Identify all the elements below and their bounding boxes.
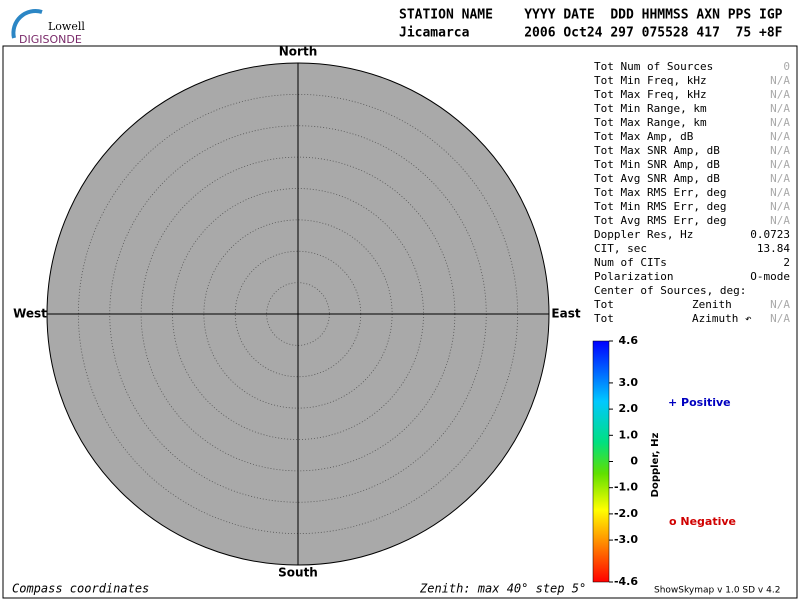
logo-swoosh xyxy=(11,9,43,39)
stat-label: Tot Num of Sources xyxy=(594,60,713,73)
positive-legend: + Positive xyxy=(668,396,731,409)
stat-value: N/A xyxy=(770,186,790,199)
stat-label: Tot Min RMS Err, deg xyxy=(594,200,726,213)
frame xyxy=(2,45,798,599)
stat-value: O-mode xyxy=(750,270,790,283)
stat-value: N/A xyxy=(770,102,790,115)
stat-label: Doppler Res, Hz xyxy=(594,228,693,241)
west-label: West xyxy=(13,307,47,321)
stat-label: Tot Avg RMS Err, deg xyxy=(594,214,726,227)
stat-value: N/A xyxy=(770,144,790,157)
stat-label: Tot Avg SNR Amp, dB xyxy=(594,172,720,185)
skymap xyxy=(46,62,550,566)
stat-value: N/A xyxy=(770,130,790,143)
colorbar-tick-label: -4.6 xyxy=(614,575,638,588)
header-line: Jicamarca 2006 Oct24 297 075528 417 75 +… xyxy=(399,26,783,41)
stat-label: Tot xyxy=(594,298,614,311)
east-label: East xyxy=(551,307,580,321)
south-label: South xyxy=(278,566,318,580)
colorbar-tick-label: 3.0 xyxy=(619,376,639,389)
colorbar-tick-label: 4.6 xyxy=(619,334,639,347)
stat-value: N/A xyxy=(770,158,790,171)
stat-label: Tot Min Freq, kHz xyxy=(594,74,707,87)
stat-value: N/A xyxy=(770,172,790,185)
stat-value: 2 xyxy=(783,256,790,269)
stat-value: N/A xyxy=(770,298,790,311)
stat-label: Center of Sources, deg: xyxy=(594,284,746,297)
stat-value: 0 xyxy=(783,60,790,73)
stat-value: N/A xyxy=(770,74,790,87)
stat-value: N/A xyxy=(770,200,790,213)
stat-value: 0.0723 xyxy=(750,228,790,241)
footer-middle: Zenith: max 40° step 5° xyxy=(419,582,586,596)
colorbar-label: Doppler, Hz xyxy=(650,433,661,498)
stat-label: Tot Max RMS Err, deg xyxy=(594,186,726,199)
footer-right: ShowSkymap v 1.0 SD v 4.2 xyxy=(654,586,780,596)
colorbar-tick-label: 0 xyxy=(630,455,638,468)
north-label: North xyxy=(279,45,317,59)
stat-value: N/A xyxy=(770,214,790,227)
stat-value: N/A xyxy=(770,88,790,101)
colorbar xyxy=(592,340,610,583)
stat-label: Num of CITs xyxy=(594,256,667,269)
logo-top: Lowell xyxy=(48,20,85,33)
colorbar-tick-label: 1.0 xyxy=(619,428,639,441)
stat-label: Tot Min SNR Amp, dB xyxy=(594,158,720,171)
stat-label: Polarization xyxy=(594,270,673,283)
stat-label: Tot xyxy=(594,312,614,325)
stat-label: Tot Max Range, km xyxy=(594,116,707,129)
negative-legend: o Negative xyxy=(669,515,736,528)
colorbar-tick-label: -2.0 xyxy=(614,507,638,520)
colorbar-tick-label: -3.0 xyxy=(614,533,638,546)
footer-left: Compass coordinates xyxy=(12,582,149,596)
stat-label: Tot Max Amp, dB xyxy=(594,130,694,143)
stat-label: CIT, sec xyxy=(594,242,647,255)
stat-value: 13.84 xyxy=(757,242,790,255)
stat-mid: Zenith xyxy=(692,298,732,311)
colorbar-tick-label: 2.0 xyxy=(619,402,639,415)
colorbar-tick-label: -1.0 xyxy=(614,481,638,494)
stat-label: Tot Min Range, km xyxy=(594,102,707,115)
stat-label: Tot Max Freq, kHz xyxy=(594,88,707,101)
stat-value: N/A xyxy=(770,312,790,325)
stat-value: N/A xyxy=(770,116,790,129)
stat-mid: Azimuth ↶ xyxy=(692,312,752,325)
logo-bottom: DIGISONDE xyxy=(19,33,82,46)
header-line: STATION NAME YYYY DATE DDD HHMMSS AXN PP… xyxy=(399,8,783,23)
stat-label: Tot Max SNR Amp, dB xyxy=(594,144,720,157)
